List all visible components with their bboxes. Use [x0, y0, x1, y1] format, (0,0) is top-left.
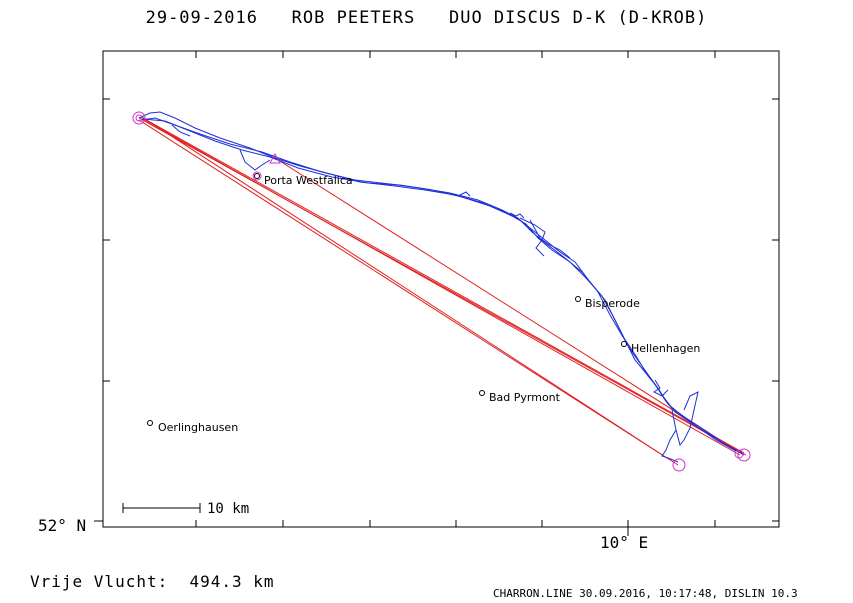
turnpoint-marker: [734, 449, 744, 459]
place-dot-hellenhagen: [621, 341, 627, 347]
turnpoint-marker: [737, 448, 751, 462]
scale-bar: [122, 503, 201, 513]
longitude-label: 10° E: [600, 533, 649, 552]
place-label-bisperode: Bisperode: [585, 297, 640, 310]
place-dot-bisperode: [575, 296, 581, 302]
place-label-bad-pyrmont: Bad Pyrmont: [489, 391, 561, 404]
distance-label: Vrije Vlucht:: [30, 572, 169, 591]
turnpoint-marker: [672, 458, 686, 472]
task-lines: [138, 116, 747, 466]
left-ticks: [94, 98, 110, 522]
place-dot-porta-westfalica: [254, 173, 260, 179]
flight-distance: Vrije Vlucht: 494.3 km: [30, 572, 275, 591]
right-ticks: [772, 98, 779, 522]
footer-info: CHARRON.LINE 30.09.2016, 10:17:48, DISLI…: [493, 587, 798, 600]
bottom-ticks: [195, 520, 716, 536]
start-triangle-icon: [269, 152, 281, 164]
turnpoint-marker: [252, 171, 262, 181]
map-frame: [102, 50, 780, 528]
turnpoints: [132, 111, 751, 472]
place-markers: [147, 173, 627, 426]
flight-track: [138, 111, 745, 463]
flight-date: 29-09-2016: [145, 8, 258, 28]
place-dot-oerlinghausen: [147, 420, 153, 426]
place-dot-bad-pyrmont: [479, 390, 485, 396]
pilot-name: ROB PEETERS: [291, 8, 416, 28]
map-title: 29-09-2016 ROB PEETERS DUO DISCUS D-K (D…: [0, 8, 853, 28]
top-ticks: [195, 51, 716, 58]
turnpoint-start-marker: [132, 111, 146, 125]
place-label-porta-westfalica: Porta Westfalica: [264, 174, 353, 187]
place-label-hellenhagen: Hellenhagen: [631, 342, 700, 355]
latitude-label: 52° N: [38, 516, 87, 535]
distance-value: 494.3 km: [189, 572, 275, 591]
turnpoint-start-inner: [135, 114, 143, 122]
place-label-oerlinghausen: Oerlinghausen: [158, 421, 238, 434]
glider-name: DUO DISCUS D-K (D-KROB): [448, 8, 708, 28]
scale-bar-label: 10 km: [207, 501, 249, 517]
